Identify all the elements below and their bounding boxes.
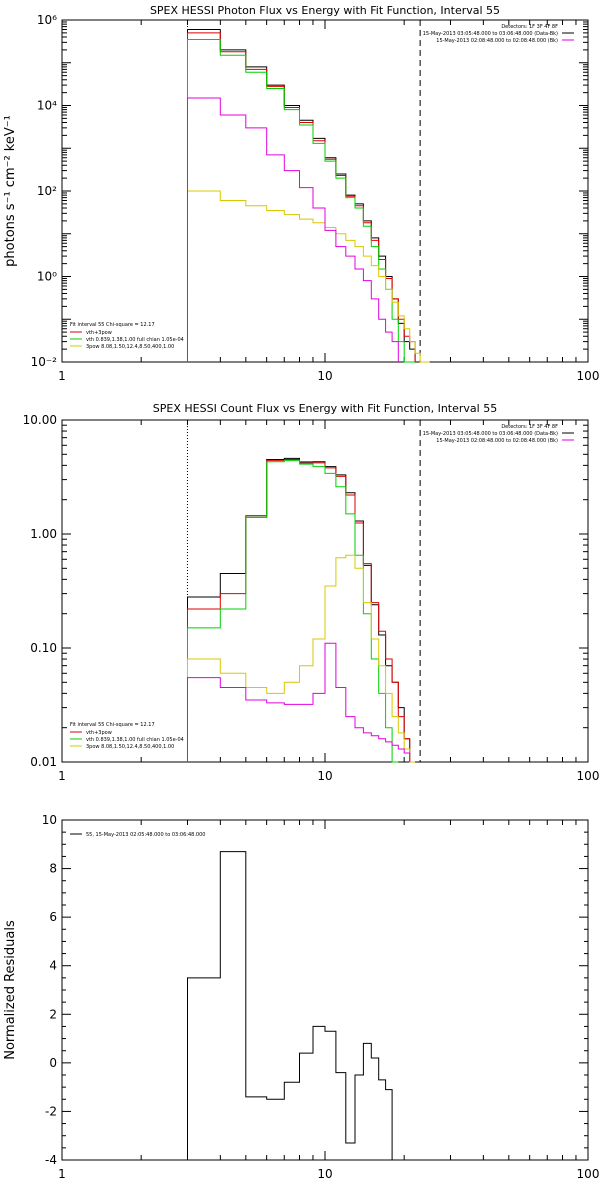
legend-item: 55, 15-May-2013 02:05:48.000 to 03:06:48… [86,832,205,838]
y-tick-label: 10.00 [23,413,57,427]
y-tick-label: -2 [45,1104,57,1118]
plot-frame [61,819,589,1161]
x-tick-label: 10 [317,769,332,783]
x-tick-label: 1 [58,769,66,783]
legend-line: 15-May-2013 03:05:48.000 to 03:06:48.000… [423,31,558,37]
y-tick-label: 0.10 [30,641,57,655]
series-line-1 [187,459,416,763]
y-tick-label: -4 [45,1153,57,1167]
series-line-3 [187,190,430,363]
y-tick-label: 0.01 [30,755,57,769]
x-tick-label: 1 [58,369,66,383]
panel-2: SPEX HESSI Count Flux vs Energy with Fit… [23,402,600,783]
x-tick-label: 10 [317,369,332,383]
legend-item: 3pow 8.08,1.50,12.4,8.50,400,1.00 [86,344,174,350]
series-line-0 [187,457,411,762]
legend-line: 15-May-2013 02:08:48.000 to 02:08:48.000… [436,38,558,44]
chart-title: SPEX HESSI Photon Flux vs Energy with Fi… [150,4,500,17]
legend-item: vth+3pow [86,330,112,336]
x-tick-label: 10 [317,1167,332,1181]
legend-line: Detectors: 1F 3F 4F 8F [501,424,558,430]
panel-1: SPEX HESSI Photon Flux vs Energy with Fi… [3,4,599,383]
y-tick-label: 10 [42,813,57,827]
plot-frame [61,19,589,363]
x-tick-label: 100 [577,1167,600,1181]
chart-title: SPEX HESSI Count Flux vs Energy with Fit… [153,402,497,415]
series-line-1 [187,32,416,362]
series-line-3 [187,554,416,763]
series-line-4 [187,97,399,362]
y-tick-label: 10⁴ [37,99,57,113]
y-tick-label: 1.00 [30,527,57,541]
legend-item: 3pow 8.08,1.50,12.4,8.50,400,1.00 [86,744,174,750]
legend-item: vth 0.839,1.38,1.00 full chian 1.05e-04 [86,337,184,343]
series-line-2 [187,460,399,763]
legend-item: vth+3pow [86,730,112,736]
y-tick-label: 2 [49,1007,57,1021]
legend-line: 15-May-2013 02:08:48.000 to 02:08:48.000… [436,438,558,444]
y-tick-label: 10⁶ [37,13,57,27]
y-tick-label: 6 [49,910,57,924]
x-tick-label: 1 [58,1167,66,1181]
y-tick-label: 8 [49,862,57,876]
series-line-0 [187,851,393,1160]
y-tick-label: 4 [49,959,57,973]
legend-line: Detectors: 1F 3F 4F 8F [501,24,558,30]
y-tick-label: 0 [49,1056,57,1070]
legend-header: Fit interval 55 Chi-square = 12.17 [70,722,155,728]
legend-line: 15-May-2013 03:05:48.000 to 03:06:48.000… [423,431,558,437]
x-tick-label: 100 [577,369,600,383]
series-line-4 [187,642,411,762]
panel-3: 1 10 100 -4 -2 0 2 4 6 8 10 Normalized Residuals 55,… [3,813,599,1181]
y-tick-label: 10⁻² [31,355,58,369]
y-tick-label: 10⁰ [37,270,57,284]
legend-item: vth 0.839,1.38,1.00 full chian 1.05e-04 [86,737,184,743]
y-axis-label: photons s⁻¹ cm⁻² keV⁻¹ [3,115,18,267]
series-line-2 [187,39,416,363]
legend-header: Fit interval 55 Chi-square = 12.17 [70,322,155,328]
y-tick-label: 10² [37,184,57,198]
series-line-0 [187,29,416,362]
x-tick-label: 100 [577,769,600,783]
y-axis-label: Normalized Residuals [3,920,18,1060]
